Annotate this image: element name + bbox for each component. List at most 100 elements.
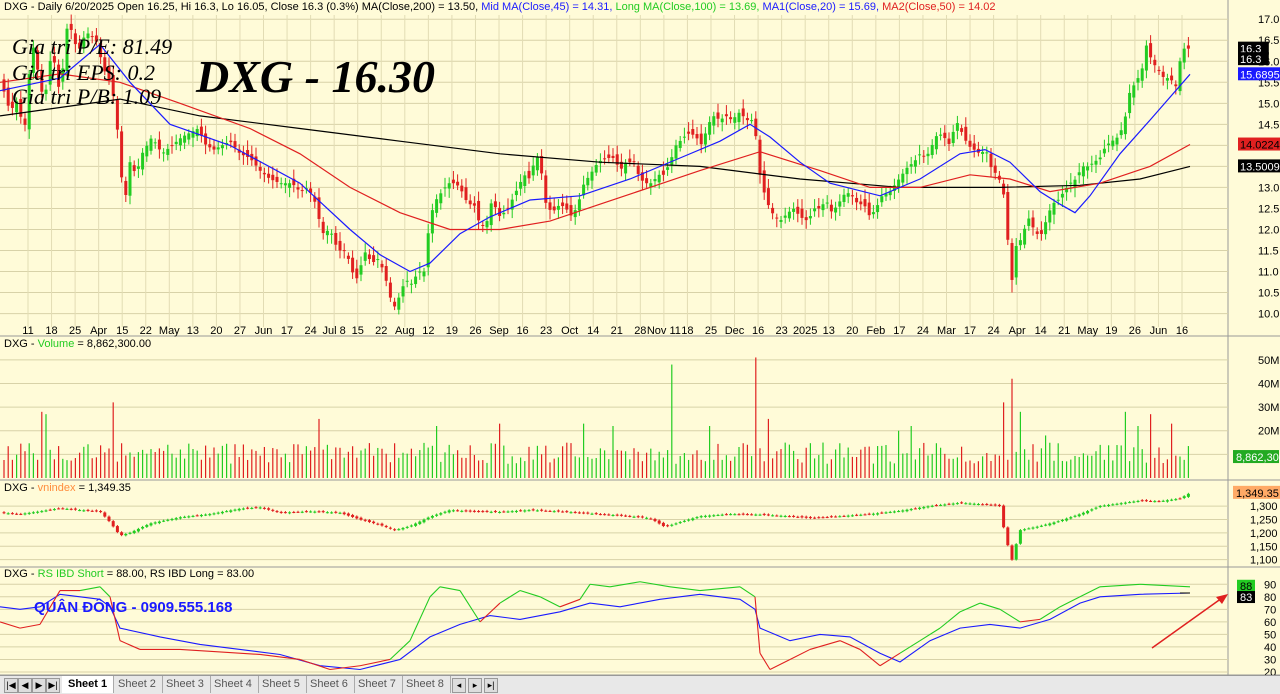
vnindex-candle — [859, 514, 863, 516]
price-right-label-box — [1238, 67, 1280, 81]
price-candle — [800, 208, 804, 218]
tab-sheet-8[interactable]: Sheet 8 — [400, 676, 451, 693]
price-candle — [1178, 61, 1182, 92]
tab-sheet-5[interactable]: Sheet 5 — [256, 676, 307, 693]
tab-sheet-7[interactable]: Sheet 7 — [352, 676, 403, 693]
tab-sheet-3[interactable]: Sheet 3 — [160, 676, 211, 693]
tab-sheet-2[interactable]: Sheet 2 — [112, 676, 163, 693]
price-candle — [477, 200, 481, 221]
price-right-label: 14.0224 — [1240, 140, 1280, 152]
rs-tick-label: 80 — [1264, 592, 1276, 604]
price-candle — [909, 164, 913, 167]
price-tick-label: 15.0 — [1258, 98, 1279, 110]
vnindex-candle — [565, 511, 569, 513]
vnindex-candle — [502, 511, 506, 513]
vnindex-candle — [1178, 498, 1182, 500]
vnindex-candle — [598, 514, 602, 516]
rs-short-segment — [389, 640, 411, 660]
vnindex-candle — [271, 509, 275, 511]
vnindex-candle — [309, 511, 313, 513]
vnindex-candle — [195, 515, 199, 517]
date-tick-label: May — [1077, 325, 1098, 337]
price-candle — [1149, 43, 1153, 58]
price-header-main: DXG - Daily 6/20/2025 Open 16.25, Hi 16.… — [4, 1, 479, 13]
price-candle — [237, 149, 241, 153]
rs-short-current-label: 88 — [1240, 581, 1252, 593]
vnindex-candle — [964, 503, 968, 505]
prev-sheet-button[interactable]: ◀ — [18, 678, 32, 693]
tab-sheet-4[interactable]: Sheet 4 — [208, 676, 259, 693]
price-candle — [758, 139, 762, 175]
price-candle — [94, 35, 98, 42]
rs-short-segment — [899, 640, 921, 654]
price-candle — [968, 140, 972, 147]
vnindex-candle — [225, 511, 229, 513]
rs-header-prefix: DXG - — [4, 568, 38, 580]
date-tick-label: Sep — [489, 325, 509, 337]
date-tick-label: 12 — [422, 325, 434, 337]
volume-tick-label: 30M — [1258, 402, 1279, 414]
ma2-label: MA2(Close,50) = 14.02 — [882, 1, 996, 13]
date-tick-label: 24 — [304, 325, 316, 337]
price-candle — [2, 79, 6, 92]
vnindex-candle — [867, 513, 871, 515]
scroll-end-button[interactable]: ▸| — [484, 678, 498, 693]
price-candle — [632, 161, 636, 163]
price-candle — [737, 112, 741, 123]
price-candle — [724, 114, 728, 117]
vnindex-candle — [199, 515, 203, 517]
vnindex-candle — [48, 509, 52, 511]
vnindex-candle — [250, 507, 254, 509]
sheet-tabs-bar: |◀ ◀ ▶ ▶| Sheet 1 Sheet 2 Sheet 3 Sheet … — [0, 675, 1280, 694]
vnindex-candle — [183, 516, 187, 518]
price-candle — [73, 33, 77, 45]
tab-sheet-6[interactable]: Sheet 6 — [304, 676, 355, 693]
price-candle — [1027, 218, 1031, 226]
scroll-right-button[interactable]: ▸ — [468, 678, 482, 693]
vnindex-candle — [1044, 524, 1048, 526]
vnindex-candle — [397, 529, 401, 531]
price-candle — [695, 133, 699, 139]
vnindex-candle — [435, 514, 439, 516]
first-sheet-button[interactable]: |◀ — [4, 678, 18, 693]
price-candle — [82, 37, 86, 49]
price-candle — [514, 190, 518, 196]
rs-short-segment — [789, 648, 811, 660]
vnindex-candle — [834, 516, 838, 518]
price-tick-label: 12.0 — [1258, 224, 1279, 236]
vnindex-candle — [1123, 502, 1127, 504]
vnindex-candle — [556, 510, 560, 512]
vnindex-candle — [682, 520, 686, 522]
rs-short-segment — [809, 640, 841, 650]
vnindex-candle — [300, 511, 304, 513]
price-candle — [586, 177, 590, 186]
last-sheet-button[interactable]: ▶| — [46, 678, 60, 693]
price-candle — [573, 210, 577, 218]
next-sheet-button[interactable]: ▶ — [32, 678, 46, 693]
vnindex-candle — [380, 523, 384, 526]
price-candle — [926, 153, 930, 157]
vnindex-candle — [640, 516, 644, 518]
vnindex-candle — [1086, 511, 1090, 514]
volume-header: DXG - Volume = 8,862,300.00 — [4, 338, 151, 350]
price-candle — [426, 233, 430, 268]
price-candle — [418, 271, 422, 273]
vnindex-candle — [737, 514, 741, 516]
vnindex-candle — [447, 510, 451, 513]
vnindex-candle — [1073, 515, 1077, 517]
price-candle — [922, 155, 926, 157]
price-candle — [657, 174, 661, 183]
price-candle — [31, 47, 35, 73]
rs-short-segment — [1079, 586, 1101, 598]
date-tick-label: Feb — [866, 325, 885, 337]
price-candle — [359, 265, 363, 275]
price-candle — [145, 145, 149, 157]
tab-sheet-1[interactable]: Sheet 1 — [62, 676, 115, 693]
scroll-left-button[interactable]: ◂ — [452, 678, 466, 693]
price-tick-label: 10.0 — [1258, 309, 1279, 321]
price-candle — [376, 259, 380, 261]
vnindex-candle — [367, 520, 371, 522]
rs-short-segment — [259, 653, 301, 661]
price-candle — [1144, 45, 1148, 71]
date-tick-label: Aug — [395, 325, 415, 337]
